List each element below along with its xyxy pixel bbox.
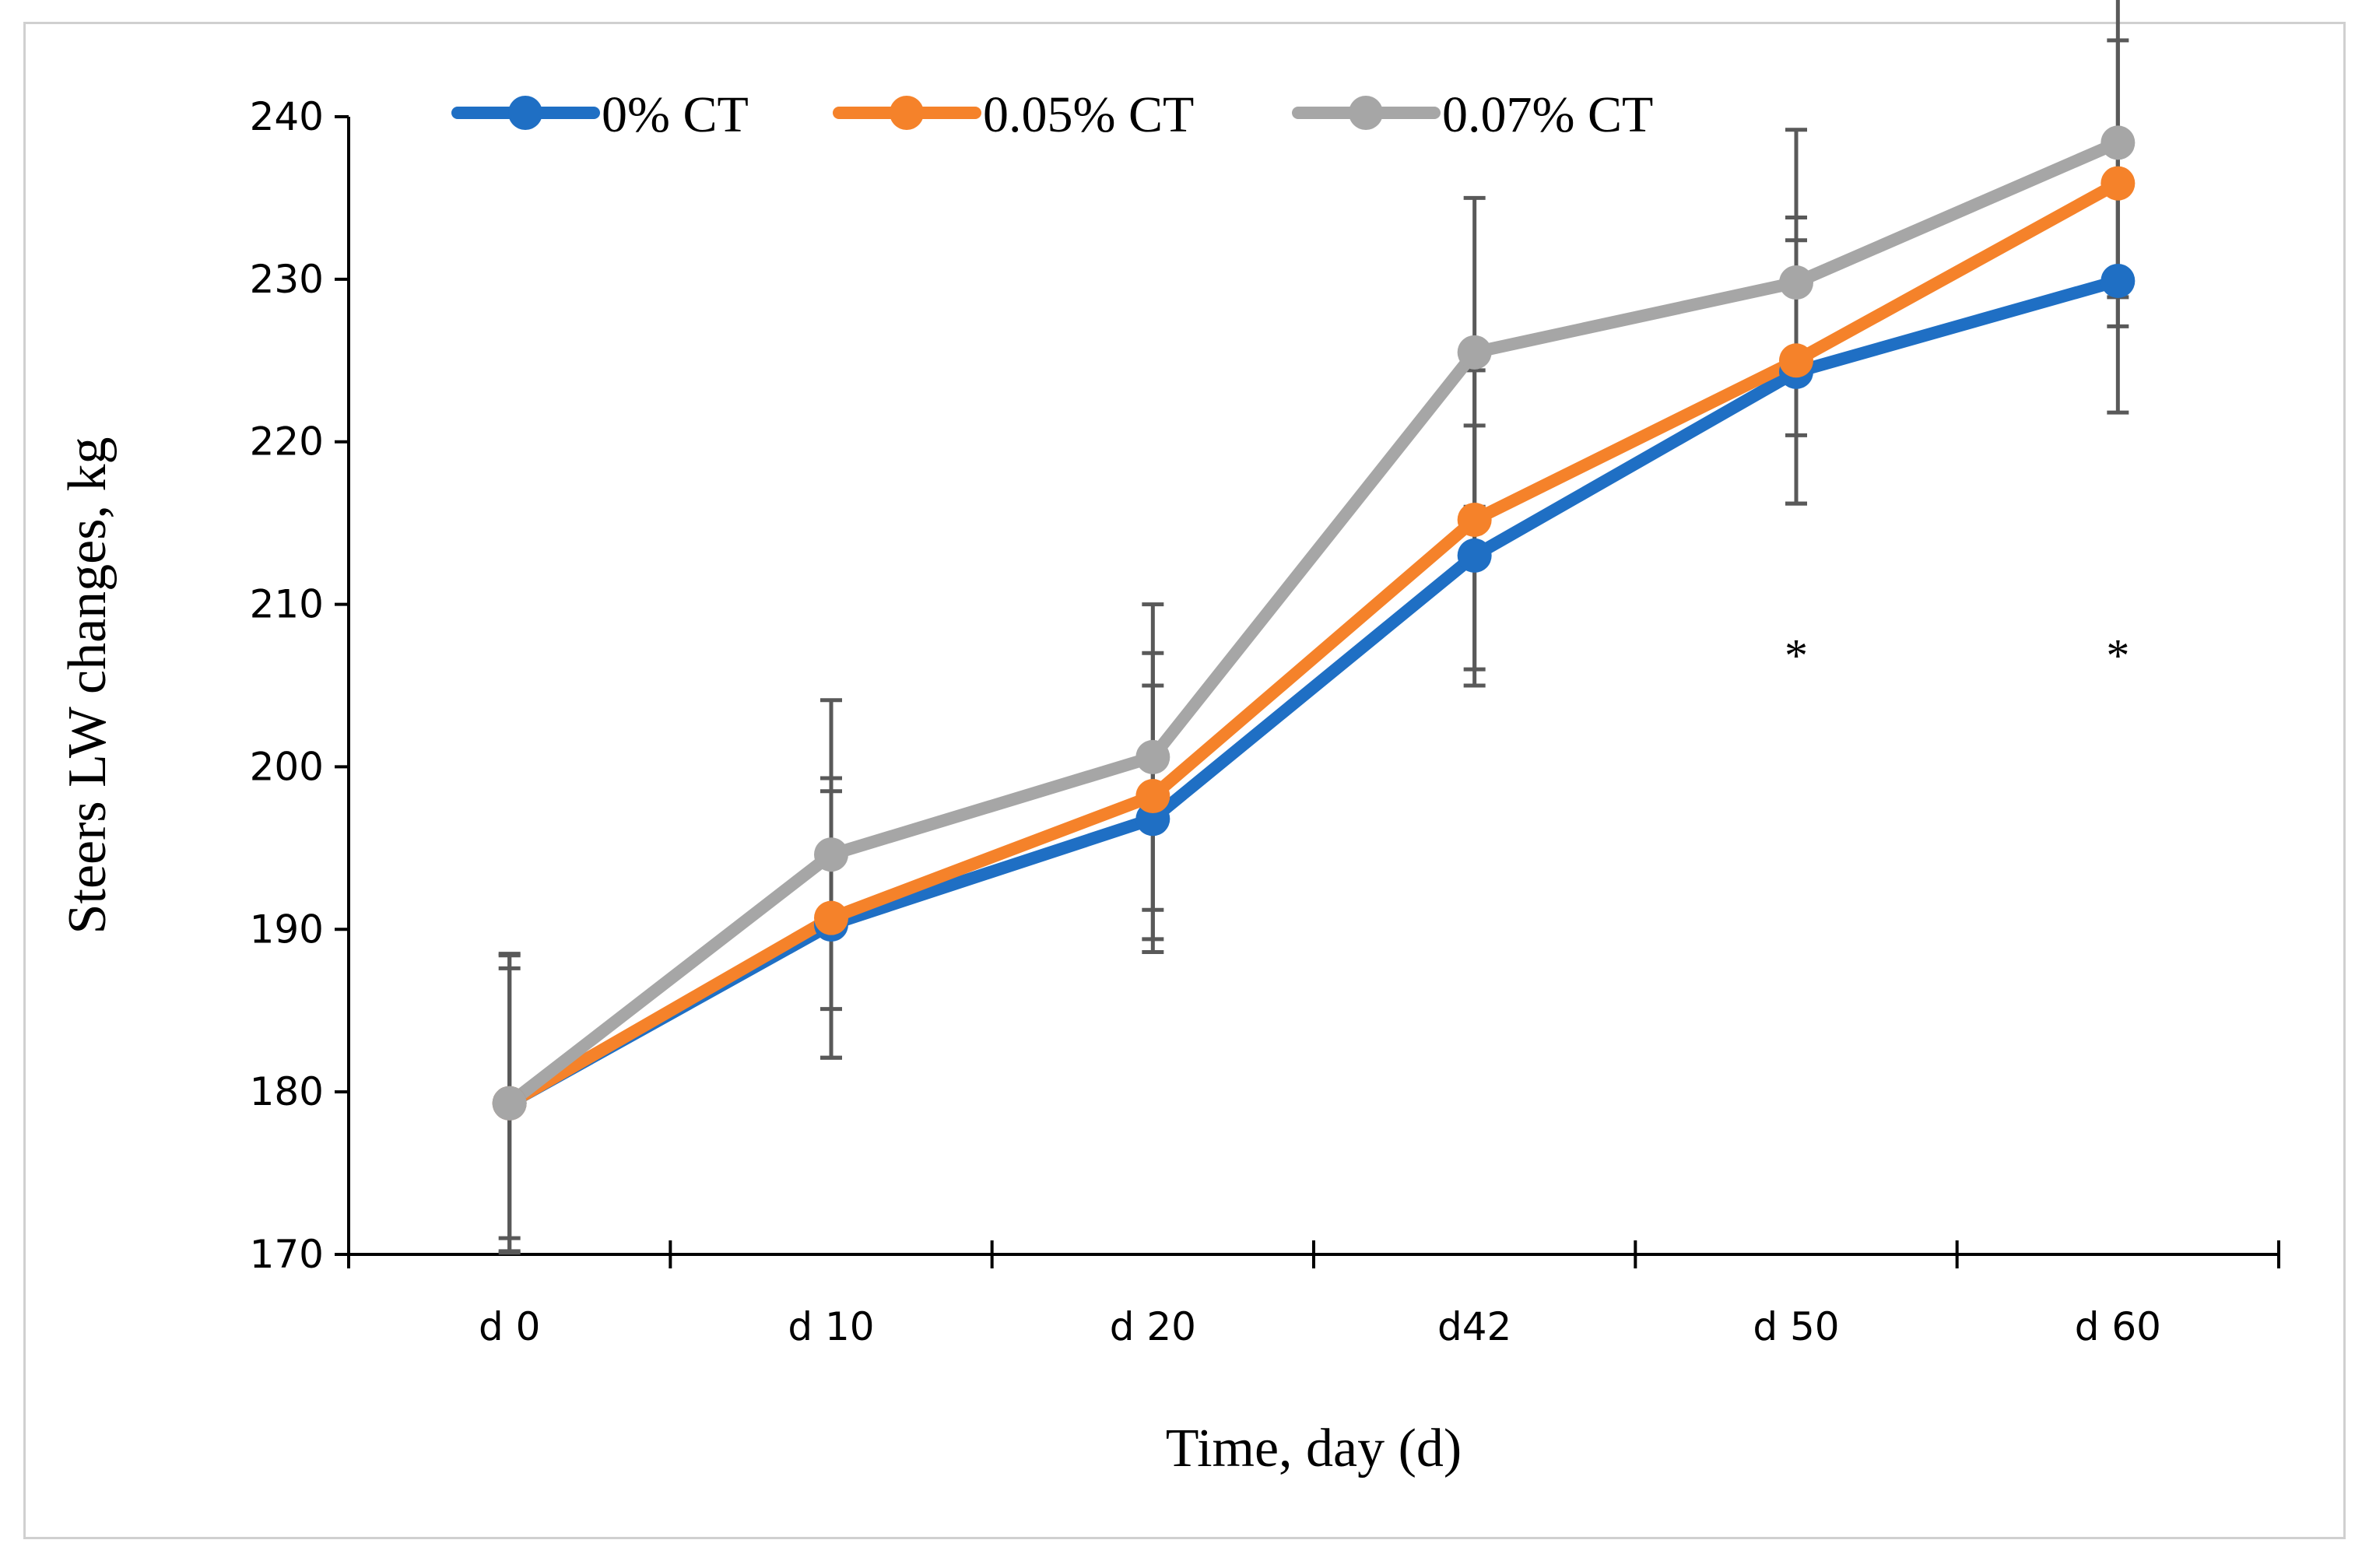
series-points (492, 125, 2136, 1121)
y-tick-label: 230 (250, 257, 324, 302)
data-point (1779, 343, 1813, 378)
x-tick-label: d 0 (479, 1304, 540, 1349)
x-tick-label: d 10 (788, 1304, 874, 1349)
x-tick-label: d 20 (1110, 1304, 1196, 1349)
legend-swatch-marker (890, 96, 924, 130)
error-bars (498, 0, 2129, 1255)
data-point (1457, 335, 1492, 370)
data-point (2101, 125, 2136, 160)
data-point (814, 900, 848, 935)
y-tick-label: 200 (250, 744, 324, 789)
data-point (2101, 166, 2136, 201)
data-point (1135, 739, 1170, 774)
data-point (492, 1086, 527, 1121)
x-tick-label: d 50 (1753, 1304, 1839, 1349)
x-tick-label: d42 (1437, 1304, 1511, 1349)
y-tick-label: 180 (250, 1069, 324, 1114)
y-tick-label: 240 (250, 94, 324, 139)
y-axis-title: Steers LW changes, kg (58, 437, 118, 935)
legend-swatch-marker (1349, 96, 1383, 130)
x-axis: d 0 d 10 d 20 d42 d 50 d 60 (347, 1240, 2280, 1349)
legend-label: 0.07% CT (1442, 86, 1653, 143)
annotations: * * (1785, 630, 2129, 682)
y-tick-label: 190 (250, 907, 324, 952)
legend-label: 0.05% CT (983, 86, 1194, 143)
data-point (1457, 538, 1492, 573)
y-tick-label: 210 (250, 582, 324, 627)
data-point (1779, 265, 1813, 300)
legend-swatch-marker (508, 96, 542, 130)
legend-label: 0% CT (602, 86, 749, 143)
legend: 0% CT 0.05% CT 0.07% CT (451, 86, 1653, 143)
data-point (2101, 263, 2136, 298)
significance-marker: * (2106, 630, 2129, 682)
data-point (1457, 502, 1492, 537)
y-axis: 170 180 190 200 210 220 230 240 (250, 94, 350, 1277)
series-line (503, 274, 2125, 1110)
series-line (503, 177, 2125, 1110)
data-point (1135, 779, 1170, 814)
y-tick-label: 220 (250, 419, 324, 465)
series-line (503, 136, 2125, 1110)
series-lines (503, 136, 2125, 1110)
significance-marker: * (1785, 630, 1808, 682)
data-point (814, 837, 848, 872)
x-axis-title: Time, day (d) (1166, 1419, 1462, 1479)
y-tick-label: 170 (250, 1232, 324, 1277)
x-tick-label: d 60 (2075, 1304, 2161, 1349)
